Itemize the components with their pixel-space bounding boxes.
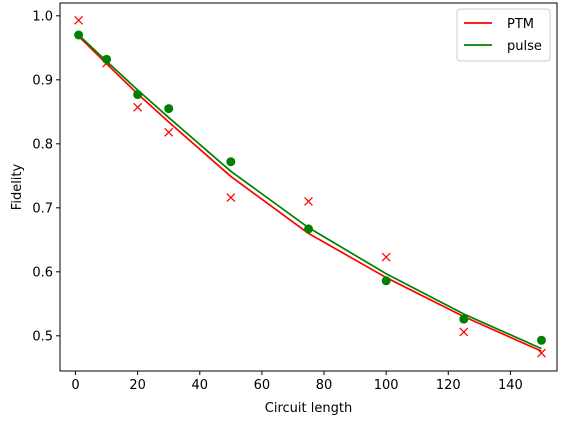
marker-o-point [164,104,174,114]
legend: PTM pulse [456,8,551,62]
marker-x-point [537,348,546,358]
x-tick-label: 80 [316,378,333,393]
marker-x-point [164,127,174,137]
x-tick-label: 20 [129,378,146,393]
x-tick-label: 140 [498,378,523,393]
x-tick-label: 0 [71,378,79,393]
x-tick-label: 40 [192,378,209,393]
marker-x-stroke [304,196,313,206]
marker-x-stroke [164,127,174,137]
marker-o-point [226,157,236,167]
legend-box [456,8,551,62]
marker-x-stroke [133,102,143,112]
legend-label-ptm: PTM [507,17,534,32]
marker-x-stroke [459,327,469,337]
marker-x-point [459,327,469,337]
marker-x-point [381,252,391,262]
marker-x-stroke [226,193,236,202]
x-tick-label: 120 [436,378,461,393]
x-axis-label: Circuit length [265,401,352,416]
marker-o-point [74,30,84,40]
x-axis-ticks: 0 20 40 60 80 100 120 140 [71,371,523,393]
marker-o-point [459,314,469,324]
marker-x-point [133,102,143,112]
y-tick-label: 0.7 [32,201,53,216]
marker-o-point [304,224,313,234]
y-axis-ticks: 0.5 0.6 0.7 0.8 0.9 1.0 [32,9,60,344]
marker-o-point [133,90,143,100]
marker-o-point [102,54,112,64]
marker-x-stroke [74,15,84,25]
y-tick-label: 1.0 [32,9,53,24]
marker-o-point [381,276,391,286]
legend-label-pulse: pulse [507,39,542,54]
series-line-pulse [78,34,542,350]
marker-x-point [304,196,313,206]
marker-x-stroke [381,252,391,262]
x-tick-label: 100 [374,378,399,393]
y-tick-label: 0.9 [32,73,53,88]
marker-x-point [226,193,236,202]
y-tick-label: 0.8 [32,137,53,152]
y-axis-label: Fidelity [10,163,25,210]
y-tick-label: 0.6 [32,265,53,280]
y-tick-label: 0.5 [32,329,53,344]
x-tick-label: 60 [254,378,271,393]
marker-x-stroke [537,348,546,358]
axes-frame [59,2,558,372]
marker-x-point [74,15,84,25]
series-line-ptm [78,35,542,352]
marker-o-point [536,335,546,345]
plot-area [74,15,546,358]
